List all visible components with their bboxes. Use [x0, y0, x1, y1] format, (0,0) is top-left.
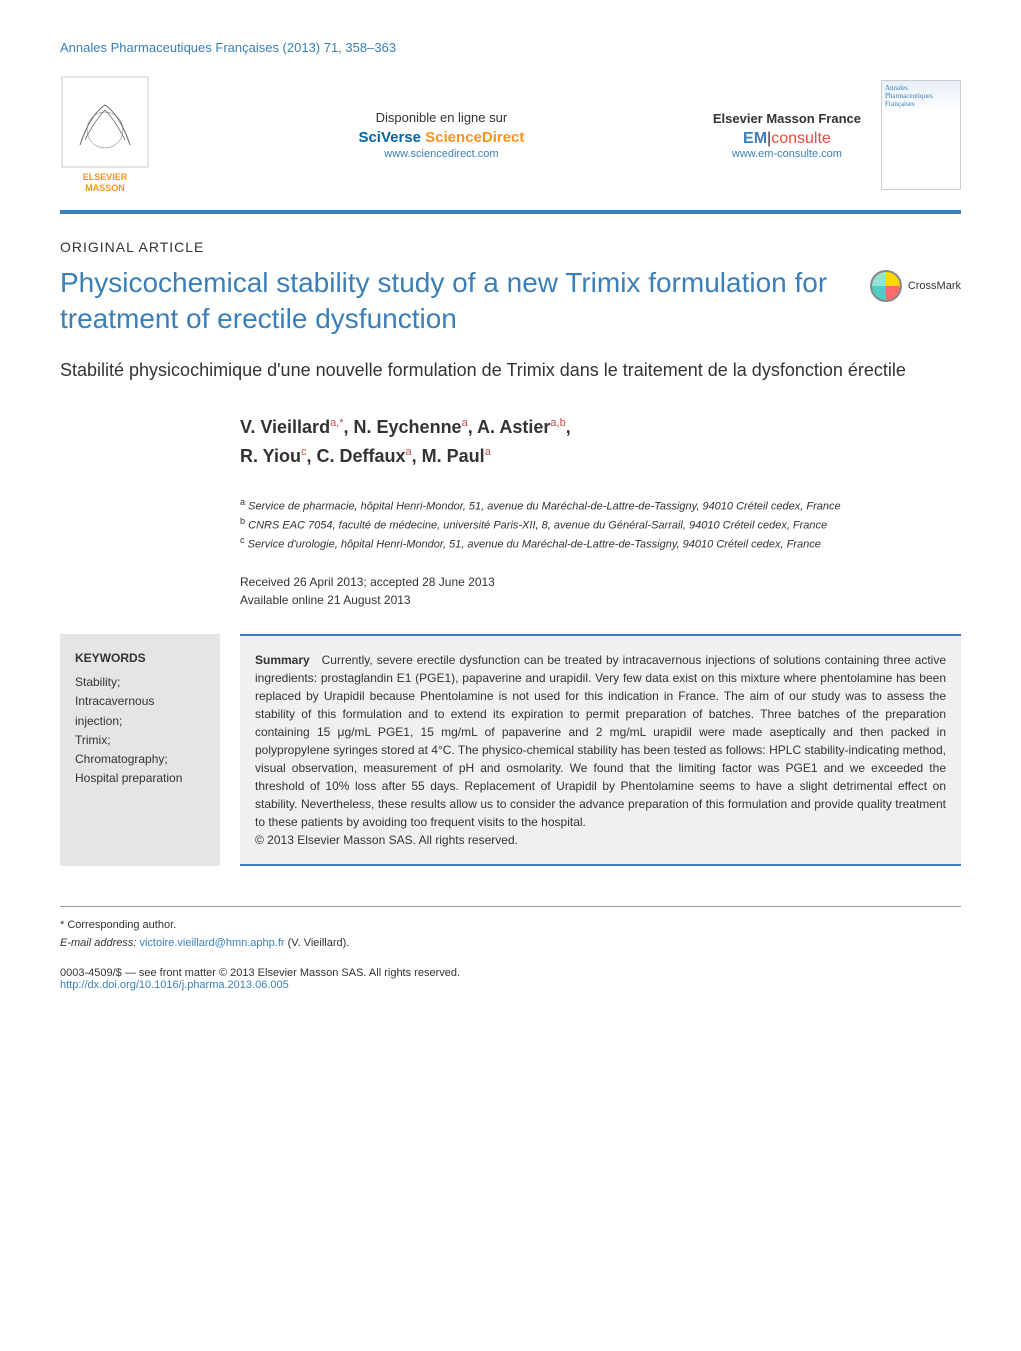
- consulte-text: consulte: [771, 130, 831, 147]
- affiliations: a Service de pharmacie, hôpital Henri-Mo…: [240, 496, 961, 553]
- email-row: E-mail address: victoire.vieillard@hmn.a…: [60, 935, 961, 953]
- corresponding-author: * Corresponding author.: [60, 917, 961, 935]
- summary-copyright: © 2013 Elsevier Masson SAS. All rights r…: [255, 833, 518, 847]
- sciencedirect-text: ScienceDirect: [425, 129, 524, 146]
- issn-copyright: 0003-4509/$ — see front matter © 2013 El…: [60, 967, 961, 979]
- summary-text: Currently, severe erectile dysfunction c…: [255, 653, 946, 829]
- summary-title: Summary: [255, 653, 310, 667]
- doi-link[interactable]: http://dx.doi.org/10.1016/j.pharma.2013.…: [60, 979, 961, 991]
- article-type-label: ORIGINAL ARTICLE: [60, 239, 961, 255]
- author-1: V. Vieillard: [240, 417, 330, 437]
- elsevier-logo: ELSEVIER MASSON: [60, 75, 150, 195]
- journal-reference: Annales Pharmaceutiques Françaises (2013…: [60, 40, 961, 55]
- author-2: , N. Eychenne: [344, 417, 462, 437]
- journal-cover-thumbnail[interactable]: Annales Pharmaceutiques Françaises: [881, 80, 961, 190]
- disponible-text: Disponible en ligne sur: [170, 110, 713, 125]
- crossmark-icon: [870, 270, 902, 302]
- author-email[interactable]: victoire.vieillard@hmn.aphp.fr: [139, 937, 284, 949]
- header-center: Disponible en ligne sur SciVerse Science…: [170, 110, 713, 160]
- online-date: Available online 21 August 2013: [240, 591, 961, 609]
- footer-section: * Corresponding author. E-mail address: …: [60, 906, 961, 952]
- authors-section: V. Vieillarda,*, N. Eychenne a , A. Astier…: [240, 413, 961, 471]
- author-sep: ,: [566, 417, 571, 437]
- author-6: , M. Paul: [412, 446, 485, 466]
- authors-list: V. Vieillarda,*, N. Eychenne a , A. Astier…: [240, 413, 961, 471]
- affiliation-c: Service d'urologie, hôpital Henri-Mondor…: [245, 539, 821, 551]
- article-dates: Received 26 April 2013; accepted 28 June…: [240, 573, 961, 609]
- sciverse-brand: SciVerse ScienceDirect: [170, 129, 713, 146]
- svg-text:MASSON: MASSON: [85, 183, 125, 193]
- crossmark-badge[interactable]: CrossMark: [870, 270, 961, 302]
- email-name: (V. Vieillard).: [285, 937, 350, 949]
- author-1-affil: a,*: [330, 417, 343, 429]
- affiliation-a: Service de pharmacie, hôpital Henri-Mond…: [245, 500, 841, 512]
- summary-box: Summary Currently, severe erectile dysfu…: [240, 634, 961, 866]
- em-consulte-url[interactable]: www.em-consulte.com: [713, 148, 861, 160]
- elsevier-masson-france: Elsevier Masson France: [713, 111, 861, 126]
- title-row: Physicochemical stability study of a new…: [60, 265, 961, 338]
- sciverse-text: SciVerse: [358, 129, 421, 146]
- author-4: R. Yiou: [240, 446, 301, 466]
- crossmark-label: CrossMark: [908, 280, 961, 292]
- keywords-box: KEYWORDS Stability; Intracavernous injec…: [60, 634, 220, 866]
- article-subtitle-french: Stabilité physicochimique d'une nouvelle…: [60, 358, 961, 383]
- article-title: Physicochemical stability study of a new…: [60, 265, 850, 338]
- header-right: Elsevier Masson France EM|consulte www.e…: [713, 111, 861, 160]
- keywords-title: KEYWORDS: [75, 649, 205, 668]
- doi-section: 0003-4509/$ — see front matter © 2013 El…: [60, 967, 961, 991]
- cover-title: Annales Pharmaceutiques Françaises: [882, 81, 960, 111]
- em-text: EM: [743, 130, 767, 147]
- author-5: , C. Deffaux: [307, 446, 406, 466]
- author-6-affil: a: [485, 446, 491, 458]
- email-label: E-mail address:: [60, 937, 139, 949]
- keywords-list: Stability; Intracavernous injection; Tri…: [75, 673, 205, 788]
- header-banner: ELSEVIER MASSON Disponible en ligne sur …: [60, 75, 961, 214]
- author-3: , A. Astier: [468, 417, 551, 437]
- sciencedirect-url[interactable]: www.sciencedirect.com: [170, 148, 713, 160]
- content-row: KEYWORDS Stability; Intracavernous injec…: [60, 634, 961, 866]
- author-3-affil: a,b: [550, 417, 565, 429]
- em-consulte-brand: EM|consulte: [713, 130, 861, 148]
- received-date: Received 26 April 2013; accepted 28 June…: [240, 573, 961, 591]
- svg-text:ELSEVIER: ELSEVIER: [83, 172, 128, 182]
- affiliation-b: CNRS EAC 7054, faculté de médecine, univ…: [245, 519, 827, 531]
